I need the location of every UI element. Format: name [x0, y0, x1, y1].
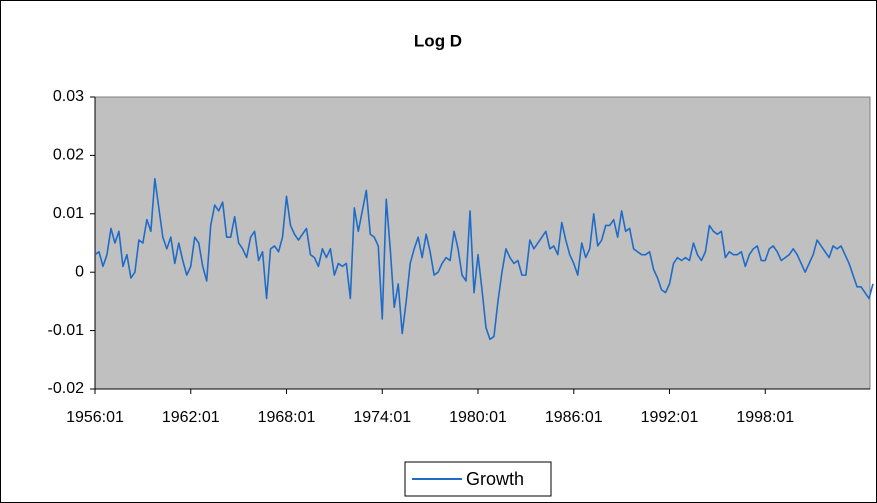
legend: Growth — [404, 461, 552, 497]
y-tick-label: 0 — [75, 263, 84, 280]
y-tick-label: 0.03 — [53, 88, 84, 105]
x-tick-label: 1986:01 — [545, 409, 603, 426]
x-tick-label: 1974:01 — [353, 409, 411, 426]
legend-label: Growth — [466, 469, 524, 489]
x-tick-label: 1962:01 — [162, 409, 220, 426]
x-tick-label: 1968:01 — [258, 409, 316, 426]
y-tick-label: -0.02 — [48, 380, 85, 397]
chart-title: Log D — [414, 31, 462, 50]
y-tick-label: -0.01 — [48, 322, 85, 339]
x-tick-label: 1956:01 — [66, 409, 124, 426]
y-tick-label: 0.02 — [53, 147, 84, 164]
x-tick-label: 1992:01 — [641, 409, 699, 426]
plot-area — [94, 96, 871, 390]
data-line — [94, 177, 874, 341]
y-tick-label: 0.01 — [53, 205, 84, 222]
x-tick-label: 1980:01 — [449, 409, 507, 426]
x-tick-label: 1998:01 — [736, 409, 794, 426]
